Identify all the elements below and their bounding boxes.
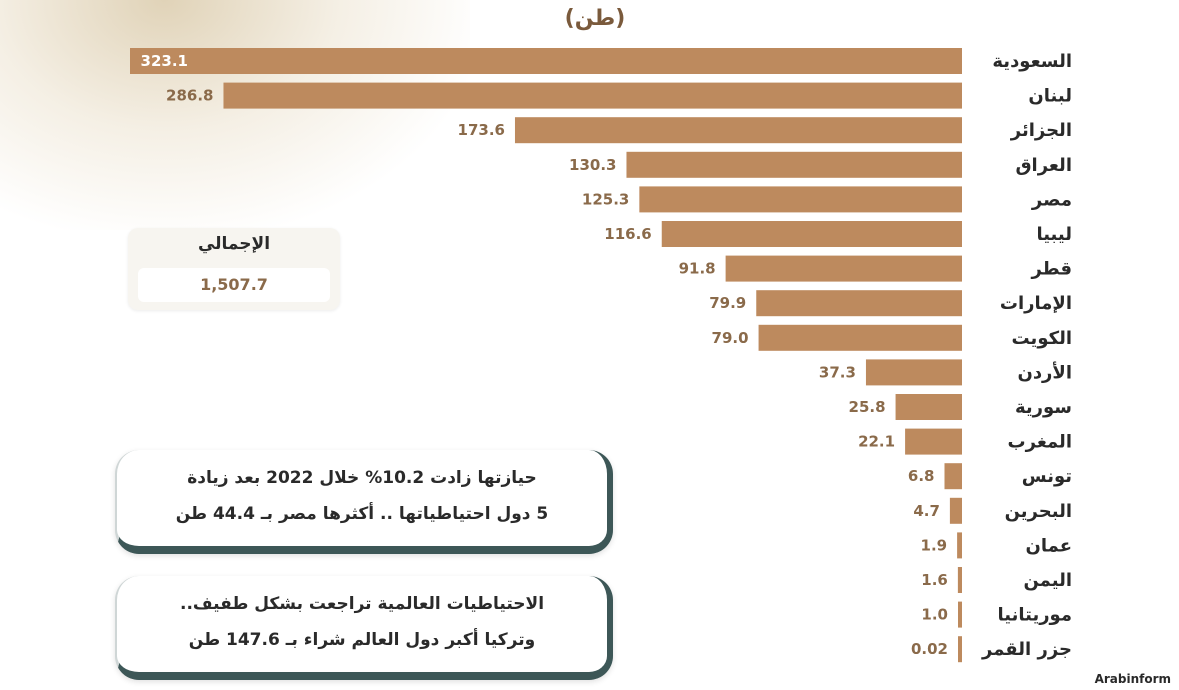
note-1-line-2: 5 دول احتياطياتها .. أكثرها مصر بـ 44.4 … <box>175 504 549 524</box>
bar-17 <box>958 636 962 663</box>
category-label-9: الأردن <box>1017 361 1072 383</box>
bar-3 <box>626 151 962 178</box>
bar-0 <box>130 48 962 74</box>
bar-8 <box>758 324 962 351</box>
total-label: الإجمالي <box>197 234 271 254</box>
bar-value-label-14: 1.9 <box>921 536 948 554</box>
category-label-8: الكويت <box>1012 328 1073 349</box>
bar-value-label-5: 116.6 <box>604 225 651 243</box>
bar-value-label-2: 173.6 <box>458 121 505 139</box>
bar-13 <box>949 497 962 524</box>
note-2-line-1: الاحتياطيات العالمية تراجعت بشكل طفيف.. <box>179 594 545 614</box>
category-label-3: العراق <box>1015 155 1072 176</box>
category-label-15: اليمن <box>1023 570 1072 591</box>
note-card-2: الاحتياطيات العالمية تراجعت بشكل طفيف.. … <box>115 576 613 680</box>
category-label-17: جزر القمر <box>981 639 1072 660</box>
bar-value-label-6: 91.8 <box>679 260 716 278</box>
background-photo <box>0 0 470 230</box>
bar-value-label-11: 22.1 <box>858 433 895 451</box>
bar-value-label-10: 25.8 <box>849 398 886 416</box>
bar-14 <box>957 532 962 559</box>
category-label-0: السعودية <box>992 51 1072 72</box>
bar-9 <box>865 359 962 386</box>
category-label-2: الجزائر <box>1010 120 1072 141</box>
note-card-1: حيازتها زادت 10.2% خلال 2022 بعد زيادة 5… <box>115 450 613 554</box>
bar-value-label-7: 79.9 <box>709 294 746 312</box>
category-label-16: موريتانيا <box>997 605 1072 626</box>
total-value: 1,507.7 <box>138 268 330 302</box>
category-label-6: قطر <box>1030 259 1072 280</box>
bar-value-label-3: 130.3 <box>569 156 616 174</box>
category-label-11: المغرب <box>1008 432 1072 453</box>
bar-value-label-16: 1.0 <box>921 606 948 624</box>
bar-value-label-17: 0.02 <box>911 640 948 658</box>
source-credit: Arabinform <box>1094 672 1171 686</box>
bar-16 <box>958 601 962 628</box>
category-label-7: الإمارات <box>1000 293 1072 314</box>
bar-value-label-15: 1.6 <box>921 571 948 589</box>
category-label-10: سورية <box>1015 397 1072 418</box>
total-box: الإجمالي 1,507.7 <box>128 228 340 310</box>
bar-value-label-8: 79.0 <box>712 329 749 347</box>
bar-value-label-4: 125.3 <box>582 190 629 208</box>
unit-label: (طن) <box>564 6 626 31</box>
note-1-line-1: حيازتها زادت 10.2% خلال 2022 بعد زيادة <box>187 468 537 488</box>
bar-10 <box>895 394 962 420</box>
bar-7 <box>756 290 962 317</box>
bar-15 <box>957 567 962 593</box>
bar-value-label-0: 323.1 <box>141 52 188 70</box>
bar-12 <box>944 463 962 490</box>
bar-value-label-13: 4.7 <box>913 502 940 520</box>
bar-11 <box>905 428 962 455</box>
bar-value-label-1: 286.8 <box>166 87 213 105</box>
category-label-1: لبنان <box>1028 86 1072 107</box>
category-label-4: مصر <box>1031 189 1072 210</box>
category-label-5: ليبيا <box>1036 224 1072 245</box>
bar-6 <box>725 255 962 282</box>
bar-5 <box>661 221 962 247</box>
bar-value-label-12: 6.8 <box>908 467 935 485</box>
category-label-14: عمان <box>1026 535 1073 556</box>
bar-value-label-9: 37.3 <box>819 363 856 381</box>
bar-1 <box>223 82 962 109</box>
note-2-line-2: وتركيا أكبر دول العالم شراء بـ 147.6 طن <box>188 630 536 650</box>
category-label-12: تونس <box>1022 466 1072 487</box>
bar-2 <box>514 117 962 144</box>
category-label-13: البحرين <box>1005 501 1072 522</box>
bar-4 <box>639 186 962 213</box>
